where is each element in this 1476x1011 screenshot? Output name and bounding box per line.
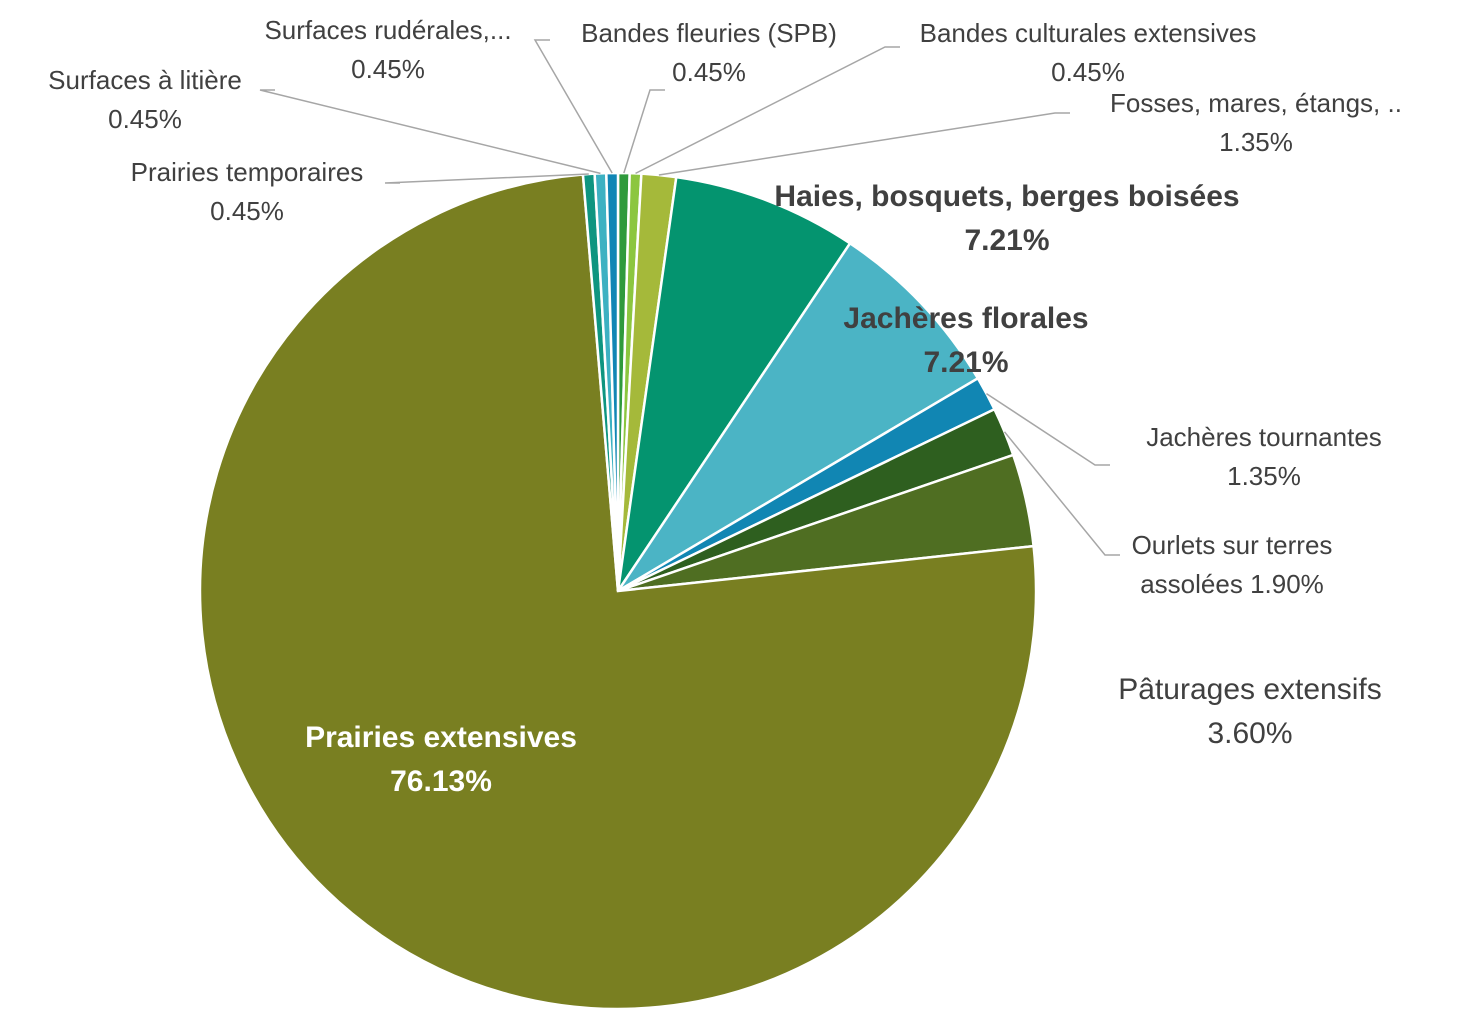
value-label: 0.45% xyxy=(672,57,746,87)
leader-line xyxy=(259,89,601,175)
value-label: 7.21% xyxy=(923,346,1009,379)
category-label: Jachères tournantes xyxy=(1146,422,1382,452)
category-label: Fosses, mares, étangs, .. xyxy=(1110,88,1402,118)
value-label: 0.45% xyxy=(1051,57,1125,87)
value-label: 7.21% xyxy=(964,224,1050,257)
slice-label: Haies, bosquets, berges boisées 7.21% xyxy=(774,175,1239,263)
slice-label: Fosses, mares, étangs, .. 1.35% xyxy=(1110,84,1402,162)
slice-label: Jachères tournantes 1.35% xyxy=(1146,418,1382,496)
value-label: 1.35% xyxy=(1227,461,1301,491)
slice-label: Surfaces rudérales,... 0.45% xyxy=(264,11,511,89)
pie-slice xyxy=(616,241,980,593)
slice-label: Ourlets sur terres assolées 1.90% xyxy=(1107,526,1357,604)
category-label: Prairies extensives xyxy=(305,721,577,754)
slice-label: Bandes fleuries (SPB) 0.45% xyxy=(581,14,837,92)
leader-line xyxy=(384,173,589,184)
category-label: Surfaces rudérales,... xyxy=(264,15,512,45)
leader-line xyxy=(533,39,613,174)
leader-line xyxy=(635,46,900,175)
slice-label: Prairies extensives 76.13% xyxy=(305,716,577,804)
leader-line xyxy=(623,89,665,174)
category-label: Haies, bosquets, berges boisées xyxy=(774,180,1240,213)
category-label: Surfaces à litière xyxy=(48,65,242,95)
category-label: Ourlets sur terres assolées xyxy=(1131,530,1333,599)
category-label: Bandes culturales extensives xyxy=(919,18,1257,48)
category-label: Bandes fleuries (SPB) xyxy=(581,18,837,48)
value-label: 0.45% xyxy=(210,196,284,226)
value-label: 1.35% xyxy=(1219,127,1293,157)
value-label: 0.45% xyxy=(351,54,425,84)
pie-slice xyxy=(616,175,852,592)
slice-label: Surfaces à litière 0.45% xyxy=(48,61,242,139)
leader-line xyxy=(1003,431,1120,556)
category-label: Pâturages extensifs xyxy=(1118,673,1382,706)
pie-slice xyxy=(198,173,1038,1011)
value-label: 0.45% xyxy=(108,104,182,134)
slice-label: Jachères florales 7.21% xyxy=(843,297,1088,385)
slice-label: Bandes culturales extensives 0.45% xyxy=(920,14,1257,92)
leader-line xyxy=(986,392,1110,466)
leader-line xyxy=(658,112,1070,176)
pie-slice xyxy=(605,171,620,592)
value-label: 3.60% xyxy=(1207,717,1293,750)
category-label: Jachères florales xyxy=(843,302,1089,335)
slice-label: Pâturages extensifs 3.60% xyxy=(1118,668,1381,756)
value-label: 1.90% xyxy=(1250,569,1324,599)
category-label: Prairies temporaires xyxy=(130,157,364,187)
slice-label: Prairies temporaires 0.45% xyxy=(131,153,364,231)
value-label: 76.13% xyxy=(390,765,492,798)
